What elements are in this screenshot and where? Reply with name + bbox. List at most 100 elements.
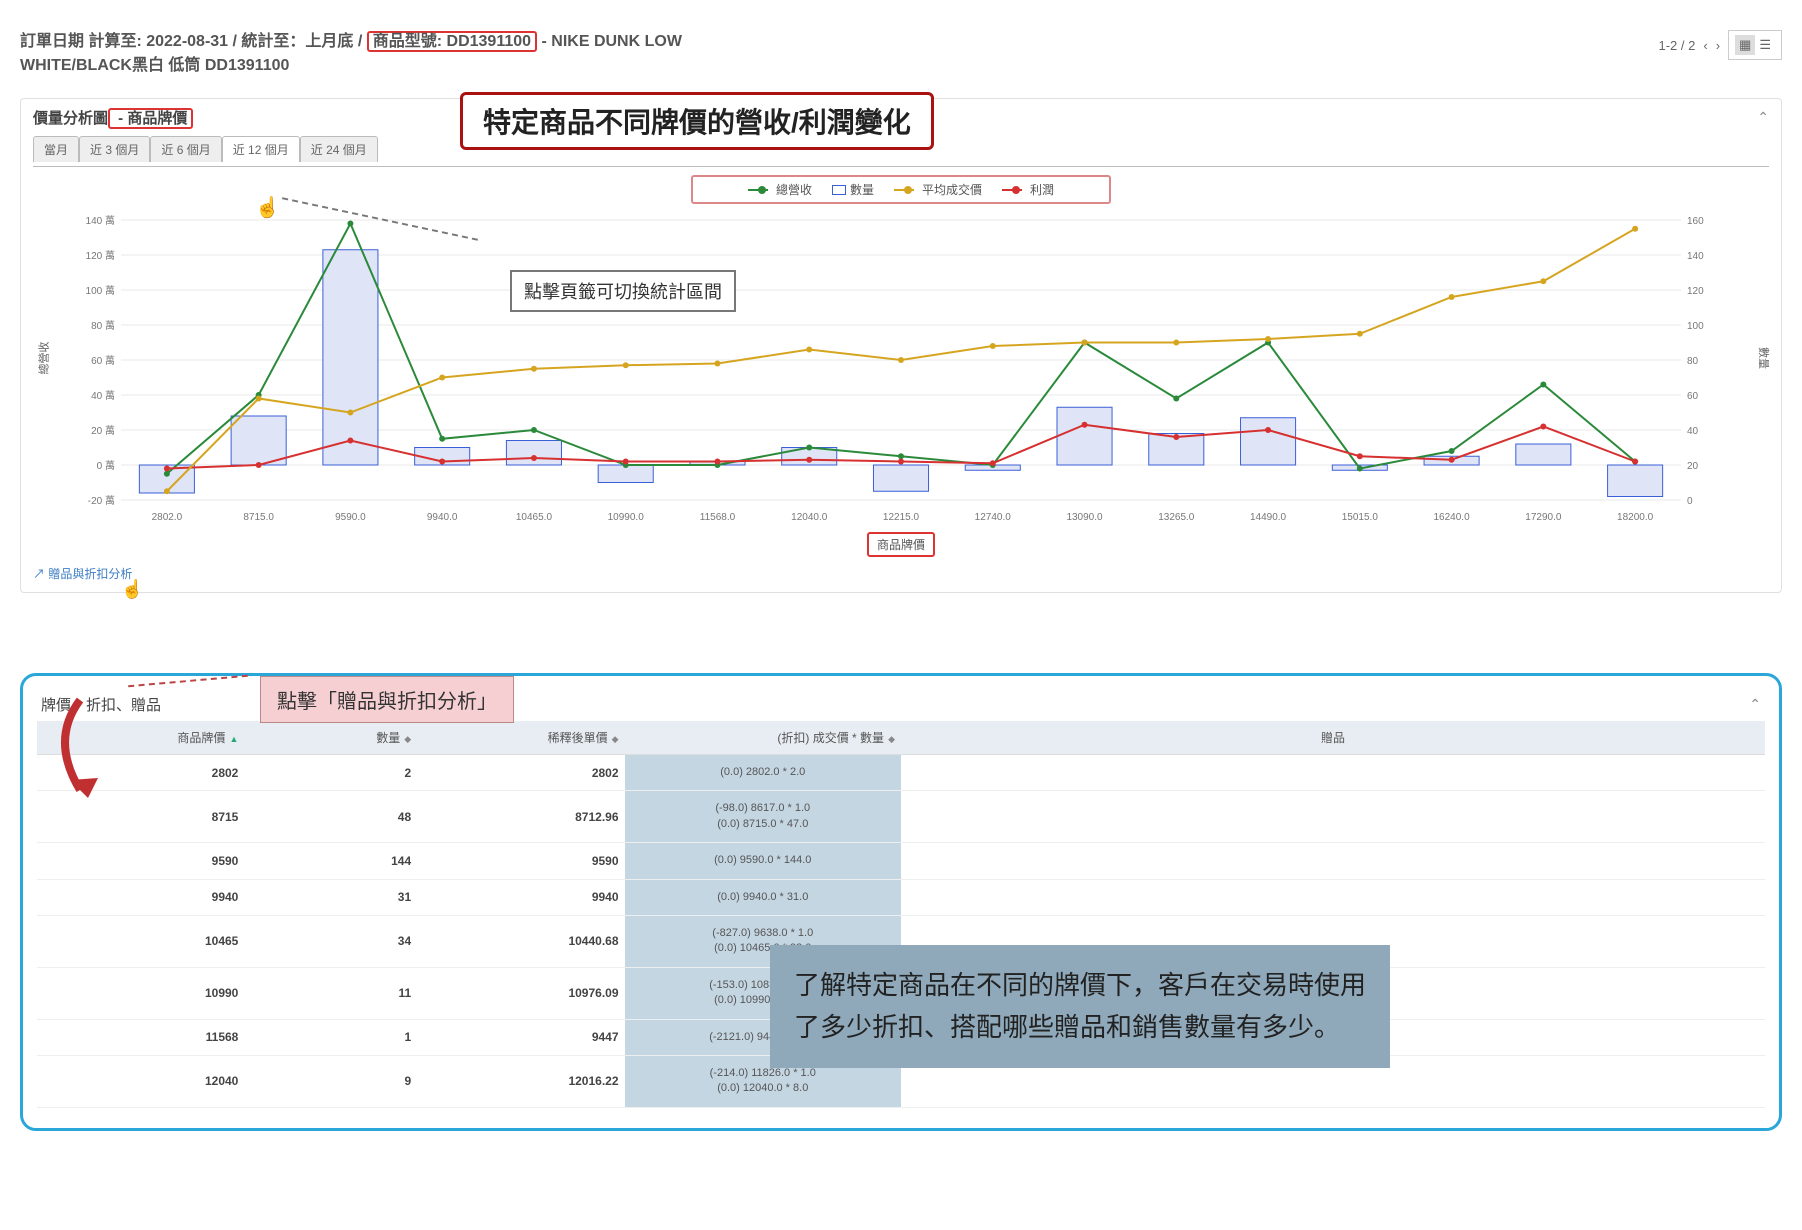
curved-arrow-icon [40,690,120,810]
tab-note: 點擊頁籤可切換統計區間 [510,270,736,312]
svg-text:13265.0: 13265.0 [1158,512,1195,523]
chart-panel: 價量分析圖 - 商品牌價 ⌃ 當月近 3 個月近 6 個月近 12 個月近 24… [20,98,1782,593]
link-note: 點擊「贈品與折扣分析」 [260,676,514,723]
svg-text:0: 0 [1687,496,1693,507]
discount-analysis-link[interactable]: 贈品與折扣分析 [48,567,132,581]
cell-gift [901,879,1765,915]
svg-text:80: 80 [1687,356,1699,367]
table-column-header[interactable]: (折扣) 成交價 * 數量◆ [625,721,901,755]
svg-text:-20 萬: -20 萬 [88,494,115,507]
x-axis-label-row: 商品牌價 [33,532,1769,557]
svg-text:12740.0: 12740.0 [975,512,1012,523]
svg-text:60 萬: 60 萬 [91,354,115,367]
cell-price: 12040 [37,1055,244,1107]
grid-view-icon[interactable]: ▦ [1735,35,1755,55]
pager-prev-icon[interactable]: ‹ [1703,38,1707,53]
cell-price: 10990 [37,967,244,1019]
cell-diluted: 9447 [417,1019,624,1055]
svg-text:2802.0: 2802.0 [152,512,183,523]
cell-qty: 9 [244,1055,417,1107]
table-row: 2802 2 2802 (0.0) 2802.0 * 2.0 [37,755,1765,791]
pager: 1-2 / 2 ‹ › ▦ ☰ [1659,30,1783,60]
cell-discount: (-98.0) 8617.0 * 1.0(0.0) 8715.0 * 47.0 [625,791,901,843]
header-row: 訂單日期 計算至: 2022-08-31 / 統計至：上月底 / 商品型號: D… [20,30,1782,78]
chart-legend: 總營收 數量 平均成交價 利潤 [691,175,1111,204]
svg-text:0 萬: 0 萬 [97,459,115,472]
cell-gift [901,755,1765,791]
cell-price: 11568 [37,1019,244,1055]
chart-svg: -20 萬 0 萬 20 萬 40 萬 60 萬 80 萬 100 萬 120 萬 140 萬 0… [33,210,1769,530]
svg-text:10465.0: 10465.0 [516,512,553,523]
period-tab[interactable]: 近 3 個月 [79,136,150,162]
cell-diluted: 9590 [417,843,624,879]
table-column-header[interactable]: 贈品 [901,721,1765,755]
discount-link-row: ↗ 贈品與折扣分析 ☝ [33,565,1769,582]
table-column-header[interactable]: 數量◆ [244,721,417,755]
y-axis-left-label: 總營收 [36,342,52,375]
period-tab[interactable]: 近 24 個月 [300,136,378,162]
tab-cursor-icon: ☝ [255,195,280,220]
svg-text:12040.0: 12040.0 [791,512,828,523]
svg-text:80 萬: 80 萬 [91,319,115,332]
pager-text: 1-2 / 2 [1659,38,1696,53]
svg-text:16240.0: 16240.0 [1434,512,1471,523]
header-prefix: 訂單日期 計算至: 2022-08-31 / 統計至：上月底 / [20,33,367,50]
svg-text:18200.0: 18200.0 [1617,512,1654,523]
table-column-header[interactable]: 稀釋後單價◆ [417,721,624,755]
period-tab[interactable]: 近 12 個月 [222,136,300,162]
cell-price: 9590 [37,843,244,879]
svg-text:15015.0: 15015.0 [1342,512,1379,523]
cell-qty: 31 [244,879,417,915]
cell-gift [901,843,1765,879]
svg-text:17290.0: 17290.0 [1525,512,1562,523]
external-link-icon: ↗ [33,567,45,581]
cell-diluted: 12016.22 [417,1055,624,1107]
period-tab[interactable]: 近 6 個月 [150,136,221,162]
chart-area: 總營收 數量 -20 萬 0 萬 20 萬 40 萬 60 萬 80 萬 100 萬 120 … [33,210,1769,530]
svg-text:120: 120 [1687,286,1704,297]
pointer-cursor-icon: ☝ [121,579,143,600]
x-axis-label: 商品牌價 [867,532,935,557]
legend-item: 總營收 [748,181,812,198]
svg-text:20: 20 [1687,461,1699,472]
legend-item: 數量 [832,181,874,198]
svg-text:100 萬: 100 萬 [86,284,115,297]
svg-text:9590.0: 9590.0 [335,512,366,523]
table-row: 9940 31 9940 (0.0) 9940.0 * 31.0 [37,879,1765,915]
cell-discount: (0.0) 9590.0 * 144.0 [625,843,901,879]
table-row: 8715 48 8712.96 (-98.0) 8617.0 * 1.0(0.0… [37,791,1765,843]
svg-text:20 萬: 20 萬 [91,424,115,437]
cell-qty: 48 [244,791,417,843]
cell-qty: 1 [244,1019,417,1055]
cell-diluted: 9940 [417,879,624,915]
svg-text:140 萬: 140 萬 [86,214,115,227]
svg-text:9940.0: 9940.0 [427,512,458,523]
pager-next-icon[interactable]: › [1716,38,1720,53]
svg-text:11568.0: 11568.0 [700,512,736,523]
explanation-note: 了解特定商品在不同的牌價下，客戶在交易時使用了多少折扣、搭配哪些贈品和銷售數量有… [770,945,1390,1068]
y-axis-right-label: 數量 [1756,347,1772,369]
svg-text:120 萬: 120 萬 [86,249,115,262]
cell-discount: (0.0) 2802.0 * 2.0 [625,755,901,791]
svg-text:12215.0: 12215.0 [883,512,920,523]
cell-diluted: 10976.09 [417,967,624,1019]
cell-price: 9940 [37,879,244,915]
period-tab[interactable]: 當月 [33,136,79,162]
header-suffix: - NIKE DUNK LOW [542,33,682,50]
svg-text:14490.0: 14490.0 [1250,512,1287,523]
legend-item: 利潤 [1002,181,1054,198]
svg-text:40: 40 [1687,426,1699,437]
svg-text:8715.0: 8715.0 [243,512,274,523]
cell-qty: 11 [244,967,417,1019]
collapse-icon[interactable]: ⌃ [1749,696,1761,713]
title-callout: 特定商品不同牌價的營收/利潤變化 [460,92,934,150]
legend-item: 平均成交價 [894,181,982,198]
svg-text:40 萬: 40 萬 [91,389,115,402]
cell-gift [901,791,1765,843]
list-view-icon[interactable]: ☰ [1755,35,1775,55]
cell-diluted: 10440.68 [417,915,624,967]
chart-panel-title: 價量分析圖 - 商品牌價 [33,107,193,128]
collapse-icon[interactable]: ⌃ [1757,109,1769,126]
svg-text:60: 60 [1687,391,1699,402]
cell-price: 10465 [37,915,244,967]
